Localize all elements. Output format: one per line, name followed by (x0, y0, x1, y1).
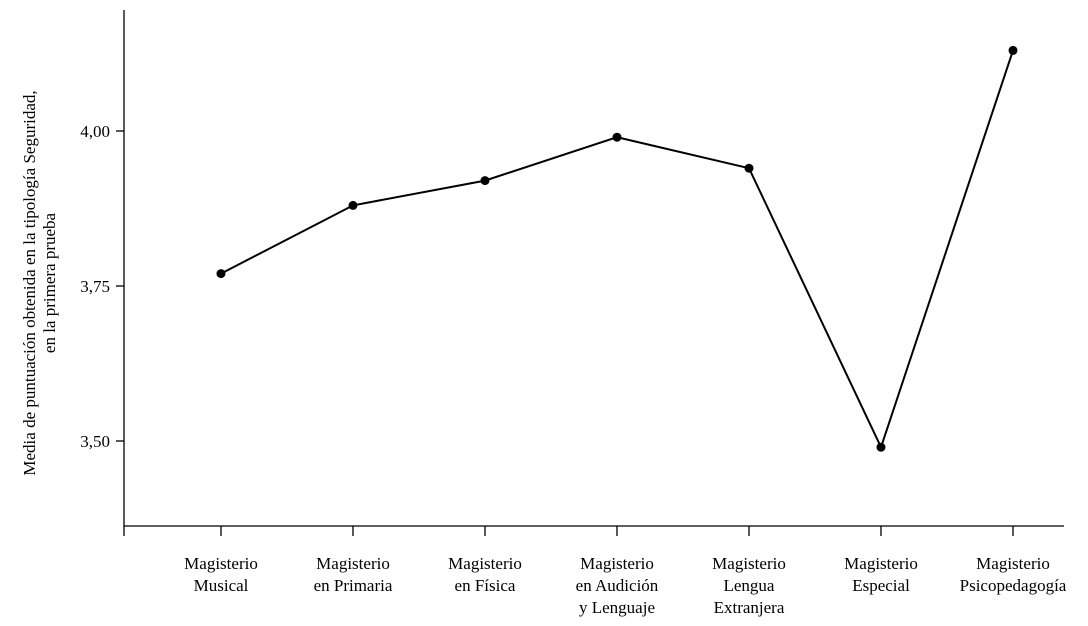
y-axis-label-line-1: Media de puntuación obtenida en la tipol… (20, 90, 39, 475)
series-line (220, 50, 1014, 450)
x-tick-label: Magisterio Lengua Extranjera (712, 554, 786, 617)
y-ticks: 3,50 3,75 4,00 (80, 122, 124, 451)
x-tick-label: Magisterio Psicopedagogía (960, 554, 1067, 595)
data-point (876, 442, 886, 452)
data-point (744, 163, 754, 173)
data-point (480, 176, 490, 186)
data-point (348, 200, 358, 210)
y-axis-label: Media de puntuación obtenida en la tipol… (20, 90, 59, 475)
x-tick-label: Magisterio Musical (184, 554, 258, 595)
y-tick-label: 4,00 (80, 122, 110, 141)
svg-text:Media de puntuación obtenida e: Media de puntuación obtenida en la tipol… (20, 90, 39, 475)
data-point (216, 269, 226, 279)
x-ticks: Magisterio Musical Magisterio en Primaria Ma… (123, 526, 1067, 617)
x-tick-label: Magisterio en Primaria (314, 554, 393, 595)
svg-text:en la primera prueba: en la primera prueba (40, 212, 59, 353)
data-point (612, 132, 622, 142)
y-tick-label: 3,75 (80, 277, 110, 296)
x-tick-label: Magisterio en Física (448, 554, 522, 595)
data-point (1008, 45, 1018, 55)
x-tick-label: Magisterio en Audición y Lenguaje (576, 554, 659, 617)
data-points (216, 45, 1018, 452)
y-axis-label-line-2: en la primera prueba (40, 212, 59, 353)
y-tick-label: 3,50 (80, 432, 110, 451)
x-tick-label: Magisterio Especial (844, 554, 918, 595)
